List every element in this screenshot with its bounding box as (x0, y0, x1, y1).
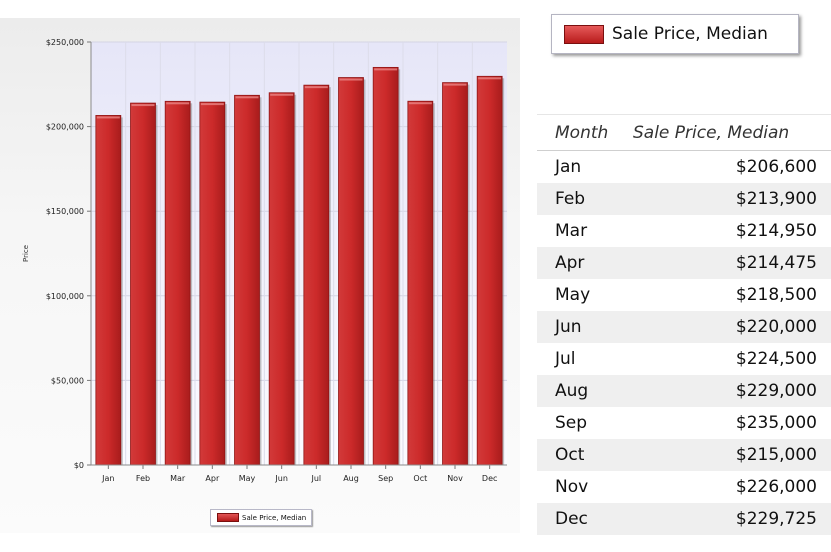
y-tick-label: $100,000 (46, 292, 84, 301)
x-tick-label: May (239, 474, 256, 483)
bar-highlight (96, 116, 120, 119)
bar-dec (476, 75, 503, 466)
cell-month: Apr (537, 247, 633, 279)
table-row: Jan $206,600 (537, 151, 831, 184)
cell-price: $215,000 (633, 439, 831, 471)
y-tick-label: $250,000 (46, 38, 84, 47)
cell-month: Sep (555, 413, 588, 433)
x-tick-label: Aug (343, 474, 359, 483)
data-table: Month Sale Price, Median Jan $206,600 Feb… (537, 114, 831, 535)
legend-label-large: Sale Price, Median (612, 24, 768, 44)
bar-oct (407, 100, 434, 466)
bar-apr (199, 101, 226, 466)
table-row: Aug $229,000 (537, 375, 831, 407)
x-tick-label: Jun (274, 474, 288, 483)
cell-month: Jan (555, 157, 582, 177)
bar-jan (95, 115, 122, 466)
column-header-price: Sale Price, Median (633, 114, 831, 151)
table-row: May $218,500 (537, 279, 831, 311)
cell-month: Nov (555, 477, 589, 497)
table-row: Dec $229,725 (537, 503, 831, 535)
cell-month: Oct (537, 439, 633, 471)
table-row: Jul $224,500 (537, 343, 831, 375)
x-tick-label: Nov (447, 474, 463, 483)
y-tick-label: $0 (74, 461, 84, 470)
cell-month: Aug (537, 375, 633, 407)
table-row: Sep $235,000 (537, 407, 831, 439)
x-tick-label: Feb (136, 474, 150, 483)
cell-price: $214,950 (735, 221, 817, 241)
cell-price: $206,600 (735, 157, 817, 177)
cell-price: $235,000 (735, 413, 817, 433)
x-tick-label: Jan (101, 474, 114, 483)
cell-month: May (555, 285, 591, 305)
y-tick-label: $150,000 (46, 207, 84, 216)
bar-highlight (478, 77, 502, 80)
legend-swatch-large (564, 24, 604, 44)
bar-mar (164, 100, 191, 466)
cell-month: Mar (555, 221, 588, 241)
cell-price: $226,000 (735, 477, 817, 497)
table-header-row: Month Sale Price, Median (537, 114, 831, 151)
x-tick-label: Oct (413, 474, 427, 483)
y-tick-label: $50,000 (51, 376, 84, 385)
cell-price: $224,500 (735, 349, 817, 369)
bar-chart: $0 $50,000 $100,000 $150,000 $200,000 $250,00… (22, 38, 507, 483)
y-axis-title: Price (22, 245, 30, 262)
bar-sep (372, 66, 399, 466)
cell-month: Jul (555, 349, 576, 369)
column-header-month: Month (537, 114, 633, 151)
y-tick-label: $200,000 (46, 123, 84, 132)
bar-nov (442, 82, 468, 466)
table-row: Nov $226,000 (537, 471, 831, 503)
x-tick-label: Sep (378, 474, 393, 483)
bar-highlight (131, 104, 155, 107)
x-tick-label: Dec (482, 474, 497, 483)
cell-month: Feb (537, 183, 633, 215)
chart-legend: Sale Price, Median (210, 509, 312, 526)
bar-highlight (374, 68, 398, 71)
table-row: Jun $220,000 (537, 311, 831, 343)
cell-price: $218,500 (735, 285, 817, 305)
bar-highlight (443, 83, 467, 86)
legend-box: Sale Price, Median (551, 14, 799, 54)
bar-highlight (270, 93, 294, 96)
bar-may (234, 94, 260, 466)
bar-feb (130, 102, 156, 466)
bar-jul (303, 84, 330, 466)
cell-month: Dec (537, 503, 633, 535)
table-row: Apr $214,475 (537, 247, 831, 279)
bar-highlight (339, 78, 363, 81)
bar-jun (268, 92, 295, 466)
cell-price: $229,000 (633, 375, 831, 407)
x-tick-label: Mar (170, 474, 186, 483)
cell-price: $229,725 (633, 503, 831, 535)
legend-label: Sale Price, Median (242, 513, 307, 522)
x-tick-label: Apr (205, 474, 220, 483)
bar-highlight (166, 102, 190, 105)
cell-price: $220,000 (633, 311, 831, 343)
cell-price: $214,475 (633, 247, 831, 279)
bar-highlight (304, 86, 328, 89)
bar-highlight (235, 96, 259, 99)
legend-swatch (217, 513, 239, 522)
bar-highlight (408, 102, 432, 105)
cell-price: $213,900 (633, 183, 831, 215)
x-tick-label: Jul (311, 474, 322, 483)
table-row: Feb $213,900 (537, 183, 831, 215)
bar-highlight (200, 103, 224, 106)
table-row: Mar $214,950 (537, 215, 831, 247)
table-row: Oct $215,000 (537, 439, 831, 471)
cell-month: Jun (537, 311, 633, 343)
bar-aug (338, 77, 364, 466)
chart-panel: $0 $50,000 $100,000 $150,000 $200,000 $250,00… (0, 18, 520, 533)
